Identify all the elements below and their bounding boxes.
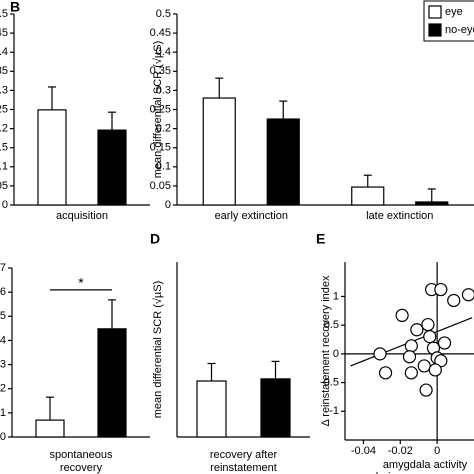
y-tick-label: 0.35 [150, 65, 171, 77]
point [419, 383, 433, 397]
y-tick-label: 0.2 [156, 123, 171, 135]
y-axis-label: mean differential SCR (√µS) [152, 281, 164, 419]
y-tick-label: 0.25 [150, 103, 171, 115]
y-tick-label: 0.35 [0, 65, 8, 77]
bar [351, 186, 385, 206]
y-tick-label: 0 [2, 199, 8, 211]
bar [266, 118, 300, 206]
x-tick-label: -0.04 [351, 445, 376, 457]
bar [260, 378, 291, 438]
bar [196, 380, 227, 438]
y-tick-label: 0.3 [0, 358, 6, 370]
y-tick-label: 0 [165, 199, 171, 211]
bar [35, 419, 65, 438]
y-tick-label: 0.5 [324, 319, 339, 331]
y-tick-label: 0.45 [150, 27, 171, 39]
point [428, 363, 442, 377]
point [404, 366, 418, 380]
y-tick-label: 0.1 [156, 161, 171, 173]
point [461, 288, 474, 302]
y-tick-label: 0.15 [0, 142, 8, 154]
point [395, 308, 409, 322]
x-axis-label: during eye movement [372, 471, 474, 474]
y-tick-label: 0 [0, 431, 6, 443]
annotation: * [78, 275, 84, 291]
y-tick-label: 0.25 [0, 103, 8, 115]
x-tick-label: -0.02 [388, 445, 413, 457]
x-tick-label: recovery [60, 462, 103, 474]
point [447, 293, 461, 308]
bar [97, 129, 127, 206]
y-tick-label: 0.4 [0, 334, 6, 346]
x-tick-label: recovery after [210, 449, 278, 461]
y-tick-label: 0.2 [0, 123, 8, 135]
x-tick-label: early extinction [215, 210, 288, 222]
bar [97, 328, 127, 438]
y-tick-label: 0.4 [0, 46, 8, 58]
y-tick-label: 1 [333, 290, 339, 302]
panel-label: E [316, 231, 325, 247]
legend-swatch [428, 5, 442, 19]
point [402, 350, 417, 364]
point [421, 317, 435, 332]
point [404, 339, 418, 353]
panel-label: B [10, 0, 20, 15]
y-tick-label: 0.15 [150, 142, 171, 154]
x-tick-label: spontaneous [50, 449, 113, 461]
x-axis-label: amygdala activity [383, 459, 468, 471]
y-tick-label: 0.1 [0, 407, 6, 419]
legend-label: no-eye [445, 24, 474, 36]
bar [37, 109, 67, 206]
y-tick-label: 0.2 [0, 383, 6, 395]
x-tick-label: 0 [434, 445, 440, 457]
y-tick-label: 0.3 [0, 84, 8, 96]
point [373, 347, 387, 361]
point [434, 282, 448, 297]
y-tick-label: 0.4 [156, 46, 171, 58]
legend-swatch [428, 23, 442, 37]
legend-label: eye [445, 6, 463, 18]
bar [415, 201, 449, 206]
y-tick-label: -1 [329, 405, 339, 417]
point [410, 323, 424, 337]
y-tick-label: 0.05 [150, 180, 171, 192]
y-tick-label: 0 [333, 348, 339, 360]
y-axis-label: mean differential SCR (√µS) [152, 41, 164, 179]
x-tick-label: late extinction [366, 210, 433, 222]
y-axis-label: Δ reinstatement recovery index [320, 275, 332, 427]
point [423, 330, 437, 344]
y-tick-label: 0.1 [0, 161, 8, 173]
panel-label: D [150, 231, 160, 247]
point [378, 366, 393, 380]
bar [202, 97, 236, 206]
y-tick-label: 0.5 [0, 8, 8, 20]
x-tick-label: acquisition [56, 210, 108, 222]
y-tick-label: 0.45 [0, 27, 8, 39]
point [417, 359, 431, 373]
y-tick-label: 0.5 [0, 310, 6, 322]
y-tick-label: -0.5 [320, 376, 339, 388]
y-tick-label: 0.7 [0, 262, 6, 274]
y-tick-label: 0.05 [0, 180, 8, 192]
point [437, 336, 452, 350]
x-tick-label: reinstatement [210, 462, 277, 474]
y-tick-label: 0.3 [156, 84, 171, 96]
y-tick-label: 0.5 [156, 8, 171, 20]
y-tick-label: 0.6 [0, 286, 6, 298]
